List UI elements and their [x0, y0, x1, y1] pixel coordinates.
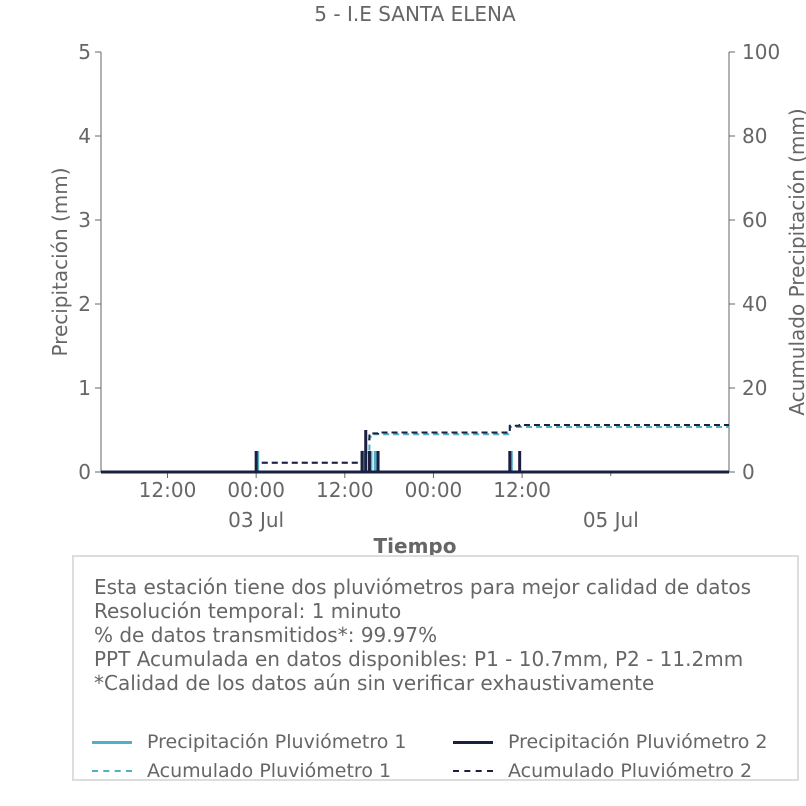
x-axis-label: Tiempo — [374, 534, 457, 555]
y-right-tick-label: 40 — [742, 292, 767, 316]
rain-chart: 5 - I.E SANTA ELENA 0 1 2 3 4 5 0 20 40 60 80 100 12… — [48, 2, 806, 555]
y-axis-right-label: Acumulado Precipitación (mm) — [785, 108, 806, 415]
y-left-tick-label: 5 — [78, 40, 91, 64]
legend-swatch-acum-p2 — [453, 770, 493, 772]
info-text: Esta estación tiene dos pluviómetros par… — [94, 575, 751, 695]
x-tick-label: 12:00 — [139, 478, 197, 502]
legend-label-acum-p1: Acumulado Pluviómetro 1 — [147, 760, 392, 782]
y-right-tick-label: 60 — [742, 208, 767, 232]
y-right-tick-label: 100 — [742, 40, 780, 64]
series-line-acumulado-pluvi-metro-2 — [101, 423, 729, 473]
x-tick-label: 12:00 — [493, 478, 551, 502]
info-line-accumulated: PPT Acumulada en datos disponibles: P1 -… — [94, 647, 744, 671]
x-tick-label: 00:00 — [227, 478, 285, 502]
legend-label-acum-p2: Acumulado Pluviómetro 2 — [508, 760, 753, 782]
legend-label-precip-p2: Precipitación Pluviómetro 2 — [508, 731, 768, 753]
x-tick-label: 00:00 — [405, 478, 463, 502]
y-right-tick-label: 0 — [742, 460, 755, 484]
x-tick-date-label: 05 Jul — [583, 508, 639, 532]
chart-series — [101, 423, 729, 474]
info-legend-box: Esta estación tiene dos pluviómetros par… — [72, 555, 799, 782]
legend-swatch-acum-p1 — [92, 770, 132, 772]
y-left-tick-label: 2 — [78, 292, 91, 316]
legend-swatch-precip-p1 — [92, 741, 132, 744]
y-left-tick-label: 3 — [78, 208, 91, 232]
info-line-resolution: Resolución temporal: 1 minuto — [94, 599, 402, 623]
legend-swatch-precip-p2 — [453, 741, 493, 744]
y-left-tick-label: 4 — [78, 124, 91, 148]
chart-axes: 0 1 2 3 4 5 0 20 40 60 80 100 12:00 00:00 03 Jul 12:00 0… — [78, 40, 780, 532]
y-right-tick-label: 20 — [742, 376, 767, 400]
chart-title: 5 - I.E SANTA ELENA — [314, 2, 516, 26]
info-line-transmitted: % de datos transmitidos*: 99.97% — [94, 623, 438, 647]
y-left-tick-label: 1 — [78, 376, 91, 400]
x-tick-date-label: 03 Jul — [228, 508, 284, 532]
y-left-tick-label: 0 — [78, 460, 91, 484]
y-right-tick-label: 80 — [742, 124, 767, 148]
series-line-acumulado-pluvi-metro-1 — [101, 426, 729, 473]
legend-label-precip-p1: Precipitación Pluviómetro 1 — [147, 731, 407, 753]
x-tick-label: 12:00 — [316, 478, 374, 502]
info-line-dual-gauge: Esta estación tiene dos pluviómetros par… — [94, 575, 752, 599]
y-axis-left-label: Precipitación (mm) — [48, 167, 72, 356]
info-line-quality-note: *Calidad de los datos aún sin verificar … — [94, 671, 655, 695]
